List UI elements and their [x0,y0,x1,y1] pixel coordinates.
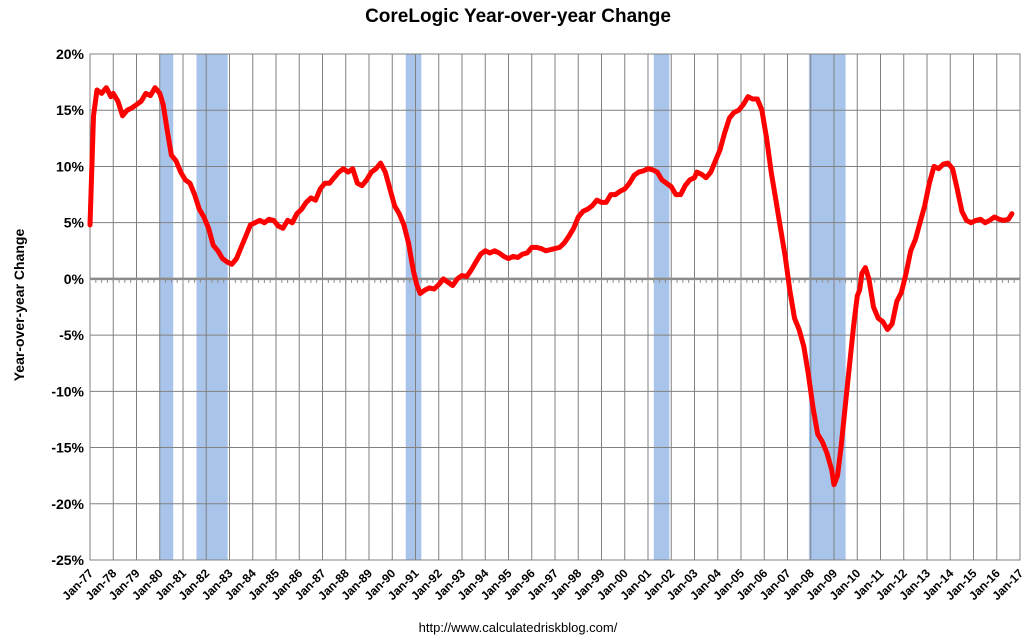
y-tick-label: -15% [51,440,84,456]
series-line-0 [87,85,1015,488]
y-tick-label: 10% [56,158,85,174]
source-url: http://www.calculatedriskblog.com/ [418,620,618,635]
y-axis-label: Year-over-year Change [11,229,27,382]
recession-band-1 [196,54,228,560]
y-tick-label: -10% [51,383,84,399]
y-tick-label: -25% [51,552,84,568]
recession-band-3 [653,54,670,560]
y-tick-label: 20% [56,46,85,62]
y-tick-label: 0% [64,271,85,287]
chart-title: CoreLogic Year-over-year Change [365,6,671,27]
recession-band-4 [808,54,846,560]
y-tick-label: -20% [51,496,84,512]
series-layer [87,85,1015,488]
recession-bands [159,54,846,560]
recession-band-2 [405,54,422,560]
grid-lines [89,53,1021,561]
y-tick-label: 5% [64,215,85,231]
plot-border [89,53,1021,561]
y-tick-label: 15% [56,102,85,118]
recession-band-0 [159,54,174,560]
y-tick-label: -5% [59,327,84,343]
